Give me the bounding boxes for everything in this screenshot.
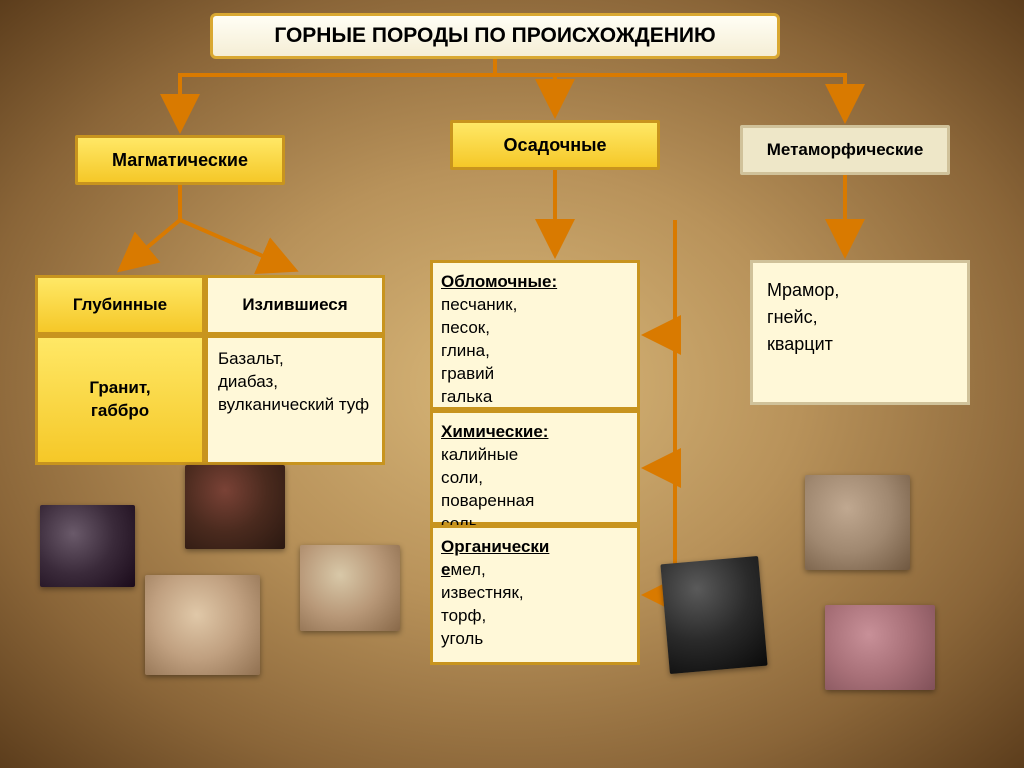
category-magmatic: Магматические (75, 135, 285, 185)
rock-image-gabbro (40, 505, 135, 587)
rock-image-tuff (300, 545, 400, 631)
organic-list: мел, известняк, торф, уголь (441, 560, 524, 648)
subcat-deep: Глубинные (35, 275, 205, 335)
category-sedimentary: Осадочные (450, 120, 660, 170)
examples-deep: Гранит, габбро (35, 335, 205, 465)
category-metamorphic: Метаморфические (740, 125, 950, 175)
subcat-effusive: Излившиеся (205, 275, 385, 335)
rock-image-basalt (185, 465, 285, 549)
metamorphic-examples: Мрамор, гнейс, кварцит (750, 260, 970, 405)
examples-effusive: Базальт, диабаз, вулканический туф (205, 335, 385, 465)
rock-image-coal (660, 556, 767, 674)
rock-image-quartzite (825, 605, 935, 690)
sedimentary-organic: Органически емел, известняк, торф, уголь (430, 525, 640, 665)
chemical-list: калийные соли, поваренная соль (441, 444, 534, 536)
rock-image-granite (145, 575, 260, 675)
main-title: ГОРНЫЕ ПОРОДЫ ПО ПРОИСХОЖДЕНИЮ (210, 13, 780, 59)
clastic-heading: Обломочные: (441, 272, 557, 291)
organic-heading: Органически (441, 537, 549, 556)
chemical-heading: Химические: (441, 422, 548, 441)
sedimentary-clastic: Обломочные: песчаник, песок, глина, грав… (430, 260, 640, 410)
sedimentary-chemical: Химические: калийные соли, поваренная со… (430, 410, 640, 525)
clastic-list: песчаник, песок, глина, гравий галька (441, 294, 517, 409)
rock-image-gneiss (805, 475, 910, 570)
